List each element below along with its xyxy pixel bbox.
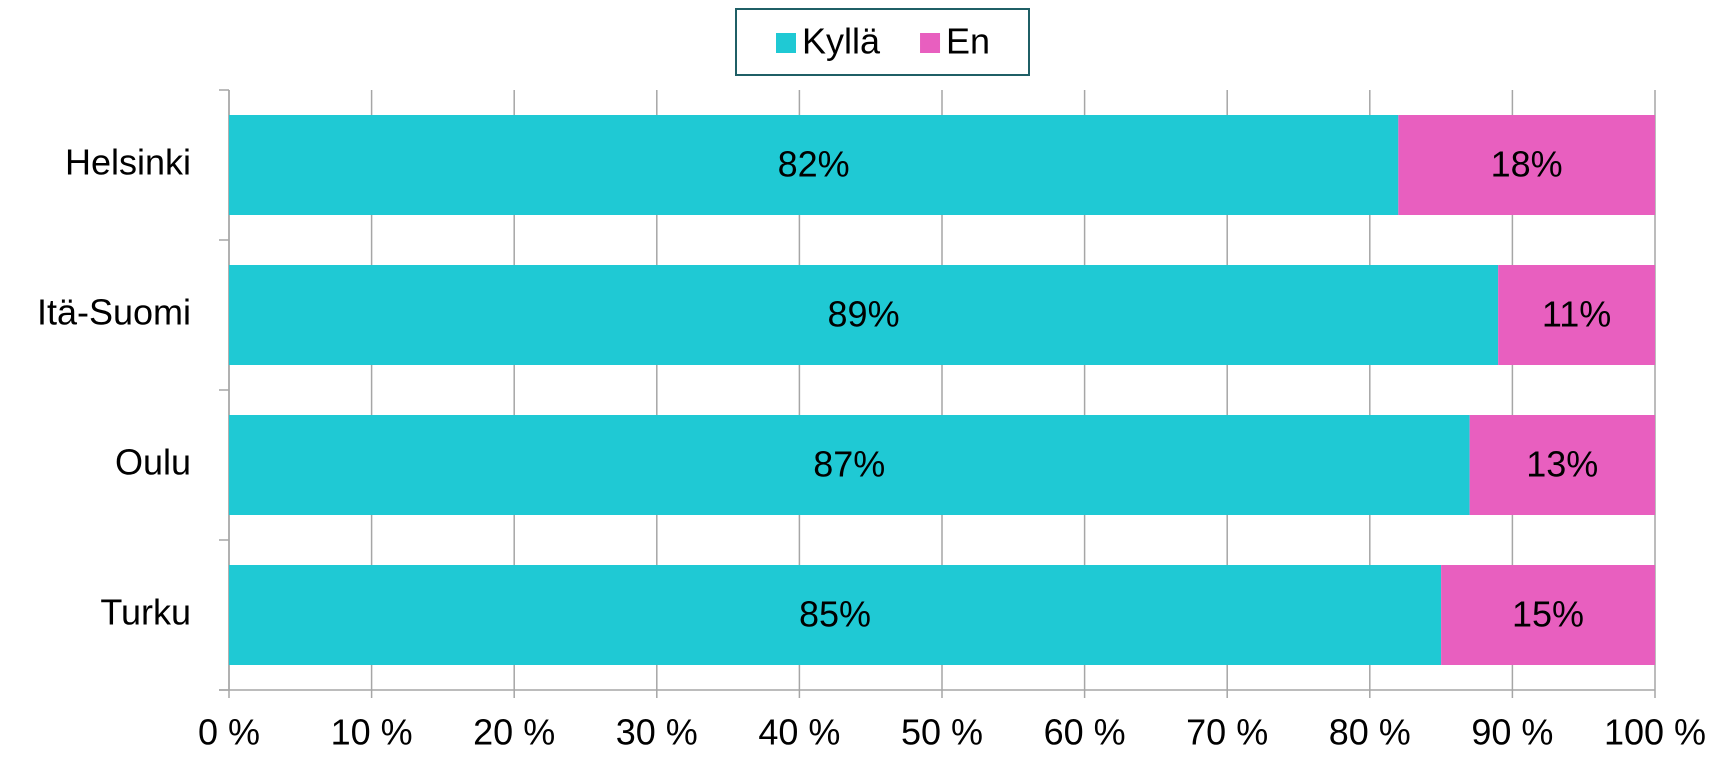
x-tick-label: 60 % bbox=[1044, 712, 1126, 753]
bar-segment bbox=[229, 415, 1470, 515]
x-tick-label: 50 % bbox=[901, 712, 983, 753]
data-label: 13% bbox=[1526, 444, 1598, 485]
data-label: 87% bbox=[813, 444, 885, 485]
data-label: 18% bbox=[1491, 144, 1563, 185]
y-tick-label: Itä-Suomi bbox=[37, 292, 191, 333]
x-tick-label: 10 % bbox=[331, 712, 413, 753]
data-label: 82% bbox=[778, 144, 850, 185]
bar-segment bbox=[1441, 565, 1655, 665]
x-tick-label: 70 % bbox=[1186, 712, 1268, 753]
x-tick-label: 0 % bbox=[198, 712, 260, 753]
x-tick-label: 100 % bbox=[1604, 712, 1706, 753]
x-tick-label: 30 % bbox=[616, 712, 698, 753]
legend-label: En bbox=[946, 21, 990, 62]
bar-segment bbox=[229, 265, 1499, 365]
x-tick-label: 90 % bbox=[1471, 712, 1553, 753]
bar-segment bbox=[1398, 115, 1655, 215]
y-tick-label: Oulu bbox=[115, 442, 191, 483]
x-tick-label: 40 % bbox=[758, 712, 840, 753]
x-tick-label: 20 % bbox=[473, 712, 555, 753]
bar-segment bbox=[1498, 265, 1655, 365]
data-label: 15% bbox=[1512, 594, 1584, 635]
legend-label: Kyllä bbox=[802, 21, 881, 62]
bar-segment bbox=[229, 565, 1442, 665]
data-label: 89% bbox=[828, 294, 900, 335]
bar-segment bbox=[1469, 415, 1655, 515]
data-label: 11% bbox=[1542, 294, 1611, 335]
y-tick-label: Helsinki bbox=[65, 142, 191, 183]
x-tick-label: 80 % bbox=[1329, 712, 1411, 753]
legend-swatch bbox=[776, 33, 796, 53]
bar-segment bbox=[229, 115, 1399, 215]
y-tick-label: Turku bbox=[100, 592, 191, 633]
data-label: 85% bbox=[799, 594, 871, 635]
legend-swatch bbox=[920, 33, 941, 53]
